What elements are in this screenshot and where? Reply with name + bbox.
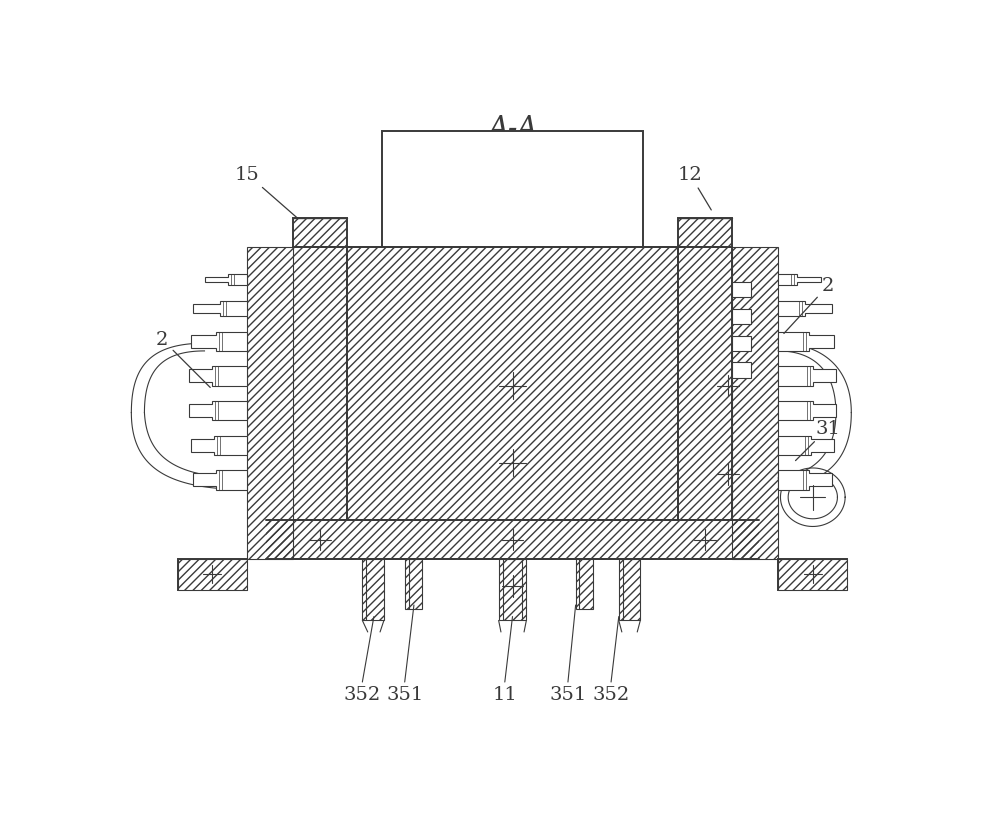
Polygon shape [191, 436, 247, 456]
Text: 2: 2 [156, 331, 210, 388]
Bar [732, 336, 751, 351]
Bar [247, 247, 293, 559]
Bar [347, 247, 678, 521]
Bar [576, 559, 593, 609]
Bar [347, 247, 678, 521]
Polygon shape [189, 367, 247, 386]
Bar [293, 247, 347, 521]
Bar [732, 247, 778, 559]
Polygon shape [191, 332, 247, 351]
Bar [499, 559, 526, 621]
Polygon shape [778, 302, 832, 317]
Bar [405, 559, 422, 609]
Polygon shape [778, 401, 836, 421]
Bar [266, 521, 759, 559]
Bar [293, 218, 347, 247]
Text: 352: 352 [344, 685, 381, 703]
Text: A-A: A-A [488, 115, 537, 142]
Polygon shape [205, 275, 247, 286]
Text: 352: 352 [592, 685, 630, 703]
Bar [266, 521, 759, 559]
Bar [405, 559, 422, 609]
Bar [178, 559, 247, 590]
Bar [178, 559, 247, 590]
Bar [678, 247, 732, 521]
Bar [293, 247, 347, 521]
Bar [732, 363, 751, 379]
Bar [732, 282, 751, 298]
Bar [576, 559, 593, 609]
Polygon shape [189, 401, 247, 421]
Polygon shape [193, 302, 247, 317]
Bar [732, 309, 751, 324]
Bar [678, 218, 732, 247]
Bar [732, 247, 778, 559]
Bar [778, 559, 847, 590]
Bar [178, 559, 247, 590]
Text: 11: 11 [492, 685, 517, 703]
Text: 16: 16 [562, 139, 586, 189]
Bar [619, 559, 640, 621]
Text: 15: 15 [234, 165, 306, 227]
Bar [362, 559, 384, 621]
Bar [678, 247, 732, 521]
Polygon shape [193, 471, 247, 490]
Polygon shape [778, 275, 820, 286]
Text: 2: 2 [784, 277, 834, 334]
Text: 351: 351 [549, 685, 587, 703]
Bar [382, 132, 643, 247]
Polygon shape [778, 367, 836, 386]
Bar [778, 559, 847, 590]
Polygon shape [778, 436, 834, 456]
Bar [293, 218, 347, 247]
Bar [678, 218, 732, 247]
Bar [499, 559, 526, 621]
Polygon shape [778, 332, 834, 351]
Text: 351: 351 [386, 685, 423, 703]
Bar [362, 559, 384, 621]
Text: 12: 12 [677, 165, 711, 211]
Text: 31: 31 [796, 419, 841, 461]
Bar [778, 559, 847, 590]
Bar [247, 247, 293, 559]
Bar [619, 559, 640, 621]
Polygon shape [778, 471, 832, 490]
